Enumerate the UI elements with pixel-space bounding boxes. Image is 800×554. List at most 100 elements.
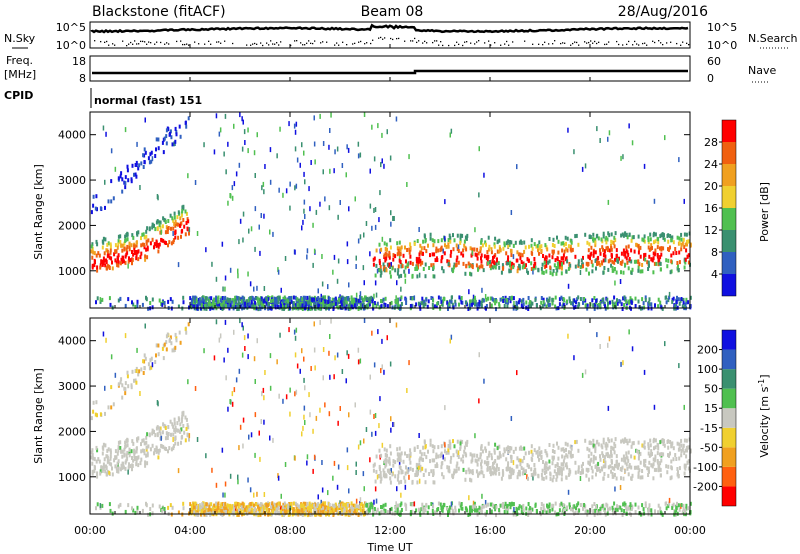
power-cell bbox=[187, 219, 190, 224]
nsearch-point bbox=[166, 42, 168, 44]
nsearch-point bbox=[666, 42, 668, 44]
velocity-cell bbox=[653, 446, 655, 451]
velocity-cell bbox=[373, 362, 376, 368]
power-cell bbox=[210, 296, 213, 301]
nsearch-point bbox=[216, 41, 218, 43]
velocity-cell bbox=[104, 443, 107, 448]
velocity-cell bbox=[354, 504, 357, 509]
power-cell bbox=[562, 256, 565, 261]
velocity-cell bbox=[188, 433, 191, 439]
power-cell bbox=[404, 265, 407, 270]
power-cell bbox=[537, 248, 539, 253]
velocity-cell bbox=[239, 424, 242, 430]
power-cell bbox=[469, 299, 471, 304]
power-cell bbox=[247, 148, 249, 154]
power-cell bbox=[162, 216, 165, 221]
power-cell bbox=[429, 253, 431, 258]
power-cell bbox=[641, 269, 644, 274]
power-cell bbox=[510, 240, 513, 245]
velocity-cell bbox=[172, 446, 175, 451]
power-cell bbox=[588, 235, 591, 239]
power-cell bbox=[474, 252, 477, 257]
velocity-cell bbox=[498, 508, 501, 513]
velocity-cell bbox=[659, 473, 662, 478]
velocity-cell bbox=[534, 471, 537, 476]
velocity-cell bbox=[254, 379, 256, 384]
colorbar-tick-label: 16 bbox=[704, 202, 718, 215]
power-cell bbox=[666, 264, 669, 269]
velocity-cell bbox=[242, 325, 244, 331]
power-cell bbox=[543, 260, 546, 265]
power-cell bbox=[140, 251, 143, 256]
power-cell bbox=[494, 265, 497, 270]
velocity-cell bbox=[678, 507, 681, 512]
power-cell bbox=[429, 232, 432, 237]
power-cell bbox=[612, 241, 615, 245]
noise-left-tick-high: 10^5 bbox=[56, 21, 86, 34]
power-cell bbox=[419, 306, 422, 311]
power-cell bbox=[415, 256, 418, 261]
power-cell bbox=[432, 263, 435, 268]
power-cell bbox=[435, 256, 438, 261]
power-cell bbox=[408, 268, 410, 274]
power-cell bbox=[570, 301, 573, 306]
velocity-cell bbox=[277, 506, 280, 511]
nsearch-point bbox=[106, 40, 108, 43]
power-cell bbox=[342, 296, 345, 301]
power-cell bbox=[170, 135, 173, 140]
power-cell bbox=[314, 159, 316, 165]
velocity-cell bbox=[449, 459, 452, 464]
power-cell bbox=[556, 235, 558, 240]
velocity-cell bbox=[165, 340, 168, 345]
power-cell bbox=[119, 296, 122, 301]
velocity-cell bbox=[312, 468, 314, 474]
velocity-cell bbox=[561, 510, 564, 515]
power-cell bbox=[180, 221, 183, 226]
power-cell bbox=[159, 230, 162, 235]
power-cell bbox=[135, 252, 138, 257]
velocity-cell bbox=[134, 378, 137, 383]
velocity-cell bbox=[102, 466, 105, 470]
power-cell bbox=[296, 157, 299, 163]
power-cell bbox=[124, 185, 127, 190]
velocity-cell bbox=[185, 417, 188, 422]
power-cell bbox=[142, 153, 145, 158]
velocity-cell bbox=[669, 440, 672, 444]
velocity-cell bbox=[544, 449, 547, 454]
velocity-cell bbox=[536, 449, 539, 454]
power-cell bbox=[670, 235, 673, 240]
velocity-cell bbox=[507, 467, 510, 472]
power-cell bbox=[208, 298, 211, 303]
power-cell bbox=[215, 113, 218, 119]
velocity-cell bbox=[411, 510, 414, 515]
velocity-cell bbox=[374, 486, 377, 492]
power-cell bbox=[480, 256, 482, 261]
power-cell bbox=[602, 270, 605, 275]
velocity-cell bbox=[607, 465, 610, 470]
velocity-cell bbox=[625, 455, 628, 460]
power-cell bbox=[175, 222, 178, 227]
power-cell bbox=[137, 166, 140, 171]
power-cell bbox=[660, 252, 663, 257]
power-cell bbox=[433, 252, 436, 257]
noise-right-tick-high: 10^5 bbox=[707, 21, 737, 34]
velocity-cell bbox=[135, 449, 138, 454]
power-cell bbox=[327, 300, 330, 304]
power-cell bbox=[417, 301, 420, 306]
velocity-cell bbox=[520, 466, 523, 470]
power-cell bbox=[520, 303, 523, 308]
colorbar-segment bbox=[722, 186, 736, 208]
power-cell bbox=[115, 249, 118, 254]
velocity-cell bbox=[554, 510, 557, 515]
nsearch-point bbox=[100, 40, 102, 43]
nsearch-point bbox=[146, 43, 148, 45]
power-cell bbox=[589, 256, 591, 261]
power-cell bbox=[221, 296, 224, 300]
power-cell bbox=[554, 304, 557, 309]
velocity-cell bbox=[446, 465, 449, 470]
velocity-cell bbox=[457, 455, 460, 459]
velocity-cell bbox=[590, 451, 593, 456]
power-cell bbox=[462, 248, 465, 253]
power-cell bbox=[618, 299, 621, 304]
